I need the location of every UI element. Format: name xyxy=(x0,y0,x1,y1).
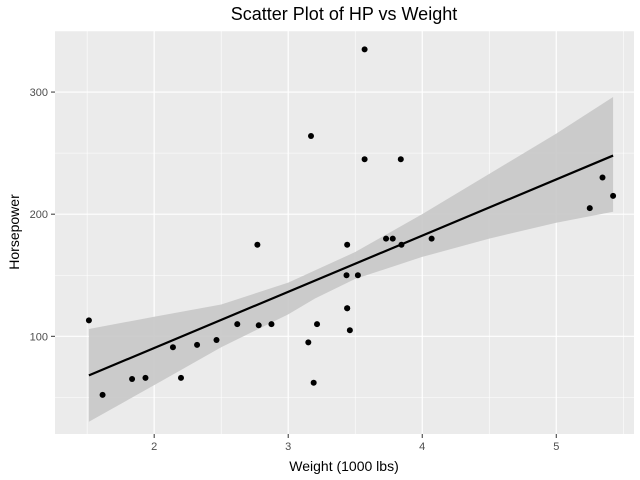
data-point xyxy=(389,235,396,242)
data-point xyxy=(343,272,350,279)
data-point xyxy=(397,156,404,163)
data-point xyxy=(129,376,136,383)
data-point xyxy=(428,235,435,242)
confidence-band xyxy=(88,96,614,422)
data-point xyxy=(610,192,617,199)
trend-line xyxy=(88,154,614,377)
data-point xyxy=(213,336,220,343)
data-point xyxy=(99,391,106,398)
y-tick-label: 200 xyxy=(30,209,48,221)
y-tick-label: 300 xyxy=(30,87,48,99)
data-point xyxy=(142,374,149,381)
data-points xyxy=(85,46,617,398)
data-point xyxy=(354,272,361,279)
data-point xyxy=(234,321,241,328)
x-tick-label: 3 xyxy=(285,441,291,453)
y-axis-title: Horsepower xyxy=(6,194,22,270)
data-point xyxy=(361,46,368,53)
data-point xyxy=(346,327,353,334)
y-axis-ticks: 100 200 300 xyxy=(30,87,55,343)
data-point xyxy=(169,344,176,351)
data-point xyxy=(344,305,351,312)
data-point xyxy=(85,317,92,324)
x-axis-ticks: 2 3 4 5 xyxy=(151,434,559,453)
x-tick-label: 2 xyxy=(151,441,157,453)
x-tick-label: 5 xyxy=(553,441,559,453)
data-point xyxy=(599,174,606,181)
data-point xyxy=(307,133,314,140)
data-point xyxy=(305,339,312,346)
data-point xyxy=(254,241,261,248)
data-point xyxy=(383,235,390,242)
data-point xyxy=(255,322,262,329)
data-point xyxy=(177,374,184,381)
y-tick-label: 100 xyxy=(30,331,48,343)
data-point xyxy=(310,379,317,386)
data-point xyxy=(268,321,275,328)
x-tick-label: 4 xyxy=(419,441,425,453)
data-point xyxy=(586,205,593,212)
chart-title: Scatter Plot of HP vs Weight xyxy=(231,4,457,24)
data-point xyxy=(398,241,405,248)
x-axis-title: Weight (1000 lbs) xyxy=(289,458,398,474)
data-point xyxy=(344,241,351,248)
data-point xyxy=(314,321,321,328)
data-point xyxy=(361,156,368,163)
minor-gridlines xyxy=(55,30,634,434)
data-point xyxy=(194,341,201,348)
